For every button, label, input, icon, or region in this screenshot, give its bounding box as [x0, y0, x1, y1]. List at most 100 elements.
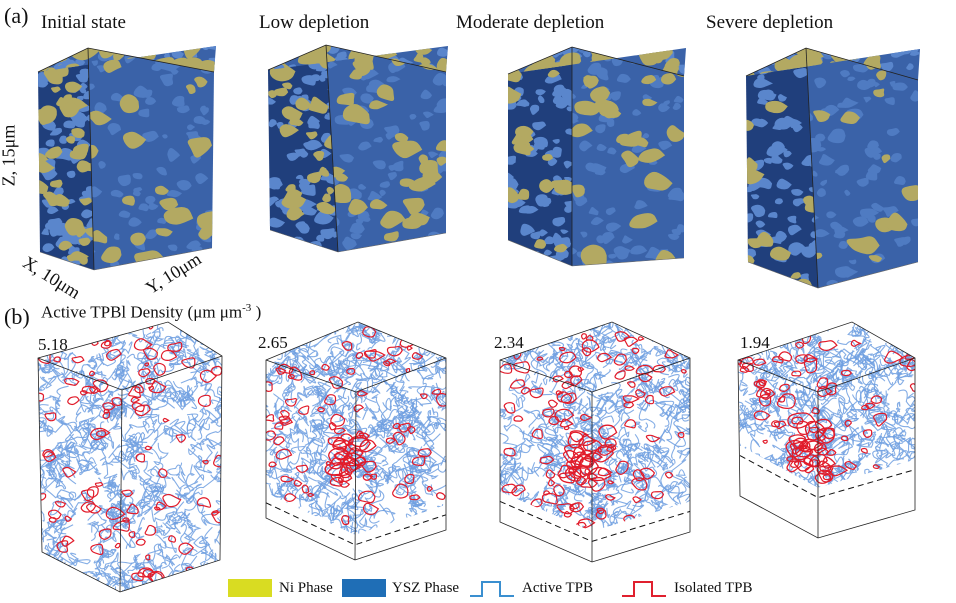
ni-phase-blob	[756, 231, 774, 247]
ysz-grain-highlight	[386, 76, 401, 83]
active-tpb-segment	[314, 364, 333, 376]
active-tpb-segment	[586, 395, 608, 416]
isolated-tpb-loop	[278, 415, 292, 424]
ni-phase-blob	[130, 232, 146, 246]
active-tpb-segment	[55, 411, 66, 425]
active-tpb-segment	[156, 381, 176, 409]
active-tpb-segment	[422, 529, 431, 535]
isolated-tpb-loop	[266, 430, 277, 441]
active-tpb-segment	[436, 537, 457, 558]
ni-phase-blob	[52, 193, 70, 207]
active-tpb-segment	[516, 523, 543, 532]
isolated-tpb-cluster	[329, 457, 342, 470]
active-tpb-segment	[565, 411, 586, 428]
active-tpb-segment	[128, 573, 151, 586]
active-tpb-segment	[738, 415, 749, 434]
active-tpb-segment	[624, 322, 638, 327]
active-tpb-segment	[886, 322, 899, 331]
ysz-grain-highlight	[75, 72, 89, 83]
active-tpb-segment	[573, 490, 597, 504]
ysz-grain-highlight	[201, 119, 211, 125]
active-tpb-segment	[877, 504, 897, 511]
active-tpb-segment	[266, 398, 271, 418]
active-tpb-segment	[833, 443, 854, 463]
active-tpb-segment	[864, 366, 879, 387]
active-tpb-segment	[282, 385, 291, 403]
ni-phase-blob	[187, 137, 212, 158]
active-tpb-segment	[500, 328, 508, 344]
ysz-grain-highlight	[204, 256, 214, 267]
isolated-tpb-loop	[329, 476, 343, 487]
active-tpb-segment	[382, 408, 399, 430]
active-tpb-segment	[892, 427, 915, 450]
isolated-tpb-loop	[664, 349, 680, 359]
isolated-tpb-loop	[570, 375, 583, 387]
active-tpb-segment	[153, 427, 174, 441]
ysz-grain-highlight	[162, 134, 168, 139]
ysz-grain-highlight	[777, 94, 787, 102]
active-tpb-segment	[788, 513, 804, 527]
active-tpb-segment	[861, 355, 880, 377]
ysz-grain-highlight	[767, 271, 776, 279]
isolated-tpb-loop	[607, 480, 615, 485]
isolated-tpb-loop	[827, 465, 849, 477]
active-tpb-segment	[743, 479, 770, 488]
ni-phase-blob	[66, 254, 76, 262]
active-tpb-segment	[210, 409, 222, 427]
active-tpb-segment	[92, 569, 113, 580]
active-tpb-segment	[810, 530, 824, 547]
ysz-grain-highlight	[89, 186, 103, 198]
isolated-tpb-cluster	[582, 449, 592, 456]
active-tpb-segment	[521, 545, 538, 560]
active-tpb-segment	[437, 505, 446, 519]
panel-a-label: (a)	[4, 3, 29, 28]
active-tpb-segment	[788, 369, 808, 386]
active-tpb-segment	[820, 350, 854, 372]
active-tpb-segment	[742, 459, 761, 484]
isolated-tpb-loop	[435, 392, 446, 407]
isolated-tpb-loop	[357, 490, 376, 504]
ysz-grain-highlight	[791, 189, 804, 196]
active-tpb-segment	[97, 524, 109, 553]
active-tpb-segment	[660, 449, 690, 491]
active-tpb-segment	[769, 427, 786, 438]
active-tpb-segment	[317, 322, 332, 336]
active-tpb-segment	[337, 359, 358, 372]
cube-wireframe	[499, 321, 691, 563]
active-tpb-segment	[346, 515, 368, 528]
isolated-tpb-lines	[738, 333, 915, 484]
ysz-grain-highlight	[580, 231, 588, 238]
active-tpb-segment	[144, 332, 154, 351]
active-tpb-segment	[644, 523, 667, 532]
active-tpb-segment	[351, 323, 364, 338]
ysz-grain-highlight	[45, 139, 55, 147]
ni-phase-blob	[279, 124, 299, 138]
isolated-tpb-loop	[133, 338, 153, 351]
ysz-grain-highlight	[863, 96, 872, 103]
active-tpb-segment	[856, 437, 874, 453]
ysz-grain-highlight	[834, 226, 849, 237]
isolated-tpb-loop	[638, 372, 653, 383]
active-tpb-segment	[500, 453, 512, 468]
active-tpb-segment	[782, 421, 801, 449]
isolated-tpb-cluster	[793, 460, 812, 472]
title-severe-depletion: Severe depletion	[706, 12, 834, 33]
active-tpb-segment	[738, 425, 749, 462]
active-tpb-segment	[269, 449, 279, 473]
tpb-network-cube-2	[499, 321, 691, 563]
isolated-tpb-loop	[803, 457, 814, 467]
active-tpb-segment	[744, 422, 761, 448]
ysz-grain-highlight	[605, 222, 622, 232]
ysz-grain-highlight	[305, 139, 323, 151]
active-tpb-segment	[581, 364, 594, 390]
active-tpb-segment	[635, 365, 649, 382]
active-tpb-segment	[519, 426, 538, 442]
active-tpb-segment	[296, 511, 313, 534]
ysz-grain-highlight	[530, 231, 541, 240]
active-tpb-segment	[643, 443, 665, 468]
active-tpb-segment	[877, 507, 887, 524]
isolated-tpb-loop	[268, 461, 277, 468]
active-tpb-segment	[735, 510, 753, 527]
active-tpb-segment	[146, 322, 161, 338]
ysz-grain-highlight	[867, 164, 882, 174]
